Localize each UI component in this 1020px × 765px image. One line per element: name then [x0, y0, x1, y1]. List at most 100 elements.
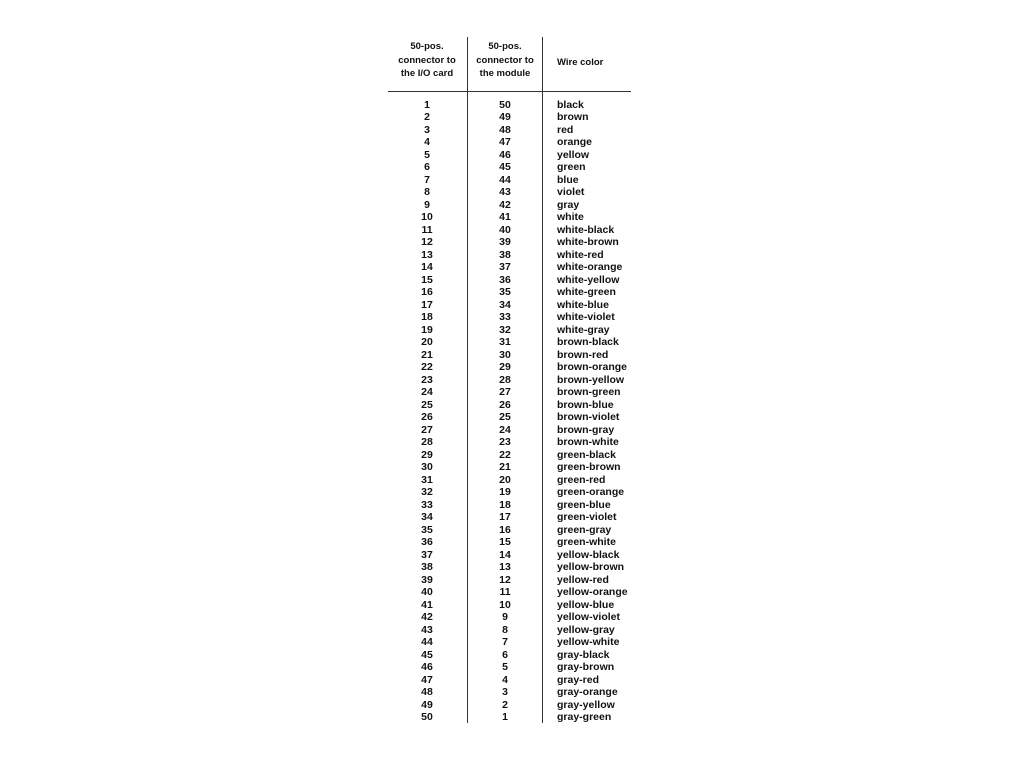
- wire-color: yellow-gray: [557, 623, 615, 636]
- wire-color: gray-red: [557, 673, 600, 686]
- wire-color: yellow: [557, 148, 590, 161]
- wire-color: gray: [557, 198, 580, 211]
- module-pin: 34: [499, 298, 511, 311]
- module-pin: 9: [502, 611, 508, 624]
- header-rule: [388, 91, 631, 92]
- module-pin: 18: [499, 498, 511, 511]
- io-card-pin: 37: [421, 548, 433, 561]
- module-pin: 7: [502, 636, 508, 649]
- table-row: 41 10 yellow-blue: [388, 599, 631, 612]
- module-pin: 30: [499, 348, 511, 361]
- io-card-pin: 41: [421, 598, 433, 611]
- module-pin: 23: [499, 436, 511, 449]
- table-row: 39 12 yellow-red: [388, 574, 631, 587]
- wire-color: gray-orange: [557, 686, 618, 699]
- wire-color: yellow-blue: [557, 598, 615, 611]
- wire-color: blue: [557, 173, 579, 186]
- io-card-pin: 47: [421, 673, 433, 686]
- wire-color: yellow-black: [557, 548, 620, 561]
- header-io-card: 50-pos. connector to the I/O card: [398, 41, 456, 79]
- module-pin: 26: [499, 398, 511, 411]
- wire-color: green-red: [557, 473, 606, 486]
- io-card-pin: 16: [421, 286, 433, 299]
- table-row: 22 29 brown-orange: [388, 361, 631, 374]
- module-pin: 32: [499, 323, 511, 336]
- io-card-pin: 46: [421, 661, 433, 674]
- table-row: 19 32 white-gray: [388, 324, 631, 337]
- io-card-pin: 40: [421, 586, 433, 599]
- table-row: 24 27 brown-green: [388, 386, 631, 399]
- column-divider: [467, 37, 468, 723]
- module-pin: 3: [502, 686, 508, 699]
- module-pin: 33: [499, 311, 511, 324]
- io-card-pin: 11: [421, 223, 433, 236]
- module-pin: 48: [499, 123, 511, 136]
- module-pin: 28: [499, 373, 511, 386]
- table-row: 23 28 brown-yellow: [388, 374, 631, 387]
- io-card-pin: 26: [421, 411, 433, 424]
- module-pin: 35: [499, 286, 511, 299]
- table-row: 36 15 green-white: [388, 536, 631, 549]
- table-row: 37 14 yellow-black: [388, 549, 631, 562]
- module-pin: 47: [499, 136, 511, 149]
- io-card-pin: 10: [421, 211, 433, 224]
- io-card-pin: 43: [421, 623, 433, 636]
- table-row: 20 31 brown-black: [388, 336, 631, 349]
- module-pin: 1: [502, 711, 508, 723]
- wire-color: yellow-white: [557, 636, 620, 649]
- wire-color: green-blue: [557, 498, 611, 511]
- wire-color: gray-brown: [557, 661, 615, 674]
- table-row: 28 23 brown-white: [388, 436, 631, 449]
- io-card-pin: 7: [424, 173, 430, 186]
- wire-color: white-yellow: [557, 273, 620, 286]
- table-row: 46 5 gray-brown: [388, 661, 631, 674]
- wire-color: red: [557, 123, 574, 136]
- io-card-pin: 1: [424, 99, 430, 111]
- module-pin: 12: [499, 573, 511, 586]
- module-pin: 5: [502, 661, 508, 674]
- wire-color: white-violet: [557, 311, 615, 324]
- table-row: 14 37 white-orange: [388, 261, 631, 274]
- io-card-pin: 2: [424, 111, 430, 124]
- table-row: 16 35 white-green: [388, 286, 631, 299]
- io-card-pin: 5: [424, 148, 430, 161]
- module-pin: 10: [499, 598, 511, 611]
- wire-color: brown: [557, 111, 589, 124]
- io-card-pin: 33: [421, 498, 433, 511]
- table-row: 7 44 blue: [388, 174, 631, 187]
- io-card-pin: 27: [421, 423, 433, 436]
- module-pin: 42: [499, 198, 511, 211]
- wire-color: yellow-red: [557, 573, 609, 586]
- module-pin: 37: [499, 261, 511, 274]
- wire-color: brown-red: [557, 348, 609, 361]
- module-pin: 21: [499, 461, 511, 474]
- io-card-pin: 14: [421, 261, 433, 274]
- io-card-pin: 21: [421, 348, 433, 361]
- wire-color: green-gray: [557, 523, 612, 536]
- module-pin: 14: [499, 548, 511, 561]
- wire-color: white-blue: [557, 298, 609, 311]
- table-row: 6 45 green: [388, 161, 631, 174]
- table-row: 4 47 orange: [388, 136, 631, 149]
- io-card-pin: 8: [424, 186, 430, 199]
- io-card-pin: 17: [421, 298, 433, 311]
- module-pin: 15: [499, 536, 511, 549]
- io-card-pin: 29: [421, 448, 433, 461]
- table-row: 13 38 white-red: [388, 249, 631, 262]
- module-pin: 36: [499, 273, 511, 286]
- wire-color: white-brown: [557, 236, 619, 249]
- module-pin: 13: [499, 561, 511, 574]
- io-card-pin: 13: [421, 248, 433, 261]
- io-card-pin: 42: [421, 611, 433, 624]
- table-row: 11 40 white-black: [388, 224, 631, 237]
- module-pin: 20: [499, 473, 511, 486]
- io-card-pin: 15: [421, 273, 433, 286]
- wire-color: white: [557, 211, 584, 224]
- module-pin: 40: [499, 223, 511, 236]
- module-pin: 24: [499, 423, 511, 436]
- io-card-pin: 20: [421, 336, 433, 349]
- table-row: 17 34 white-blue: [388, 299, 631, 312]
- table-row: 5 46 yellow: [388, 149, 631, 162]
- wire-color: gray-black: [557, 648, 610, 661]
- wire-color: gray-yellow: [557, 698, 615, 711]
